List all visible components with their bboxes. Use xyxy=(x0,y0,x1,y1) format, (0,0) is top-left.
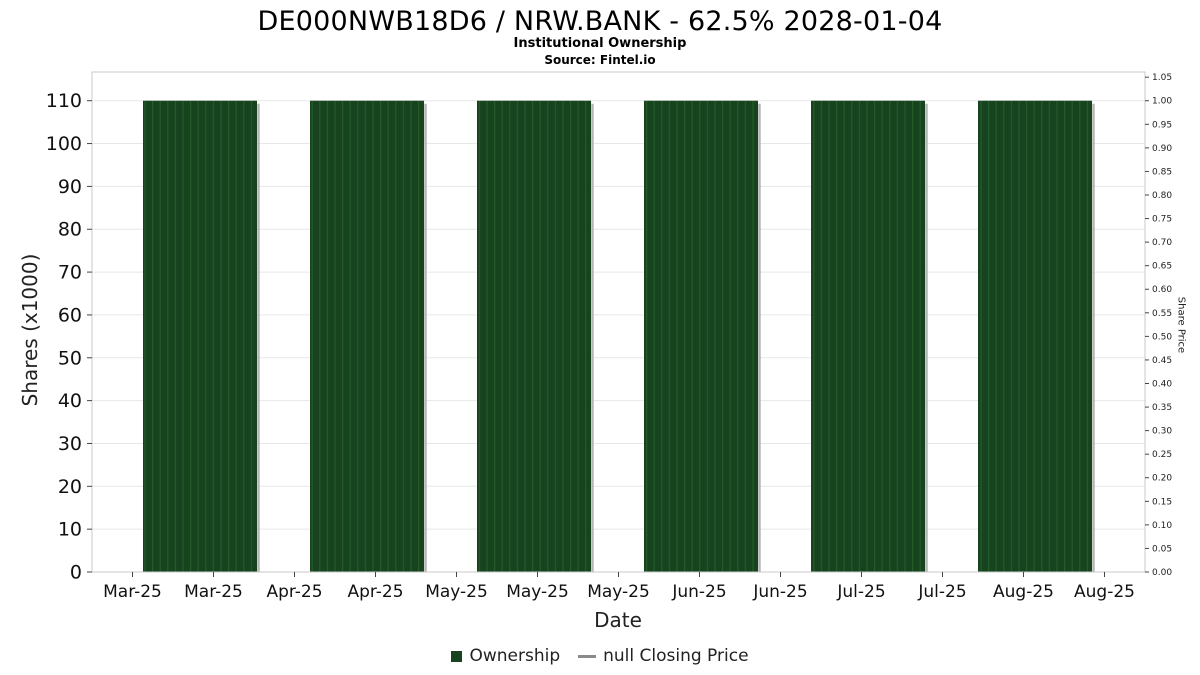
x-axis-label: Date xyxy=(594,608,642,632)
y-right-tick-label: 0.95 xyxy=(1152,120,1172,130)
closing-price-line-icon xyxy=(578,654,597,658)
legend-label-closing-price: null Closing Price xyxy=(603,646,749,666)
y-left-tick-label: 30 xyxy=(58,433,82,455)
y-right-tick-label: 1.00 xyxy=(1152,97,1172,107)
y-left-tick-label: 70 xyxy=(58,262,82,284)
y-right-tick-label: 1.05 xyxy=(1152,73,1172,83)
x-tick-label: Mar-25 xyxy=(184,582,243,602)
y-left-tick-label: 60 xyxy=(58,304,82,326)
y-right-tick-label: 0.55 xyxy=(1152,309,1172,319)
y-left-tick-label: 100 xyxy=(46,133,82,155)
y-right-tick-label: 0.60 xyxy=(1152,285,1172,295)
ownership-bar xyxy=(811,100,925,572)
y-right-tick-label: 0.35 xyxy=(1152,403,1172,413)
x-tick-label: Jun-25 xyxy=(752,582,807,602)
chart-subtitle: Institutional Ownership xyxy=(513,36,687,51)
ownership-bar xyxy=(143,100,257,572)
ownership-bar xyxy=(644,100,758,572)
y-left-tick-label: 10 xyxy=(58,519,82,541)
y-right-tick-label: 0.40 xyxy=(1152,379,1172,389)
y-right-tick-label: 0.30 xyxy=(1152,427,1172,437)
ownership-bar xyxy=(978,100,1092,572)
x-tick-label: Aug-25 xyxy=(993,582,1054,602)
y-right-tick-label: 0.25 xyxy=(1152,450,1172,460)
y-right-tick-label: 0.75 xyxy=(1152,215,1172,225)
y-right-tick-label: 0.70 xyxy=(1152,238,1172,248)
x-tick-label: May-25 xyxy=(587,582,650,602)
chart-source: Source: Fintel.io xyxy=(544,53,656,67)
x-tick-label: Jun-25 xyxy=(671,582,726,602)
y-right-tick-label: 0.05 xyxy=(1152,544,1172,554)
x-tick-label: Aug-25 xyxy=(1074,582,1135,602)
y-right-tick-label: 0.15 xyxy=(1152,497,1172,507)
x-tick-label: Apr-25 xyxy=(266,582,322,602)
y-right-tick-label: 0.65 xyxy=(1152,262,1172,272)
y-right-tick-label: 0.90 xyxy=(1152,144,1172,154)
y-left-tick-label: 50 xyxy=(58,347,82,369)
legend-label-ownership: Ownership xyxy=(469,646,561,666)
legend-item-ownership: Ownership xyxy=(451,646,560,666)
ownership-swatch-icon xyxy=(451,650,463,662)
y-left-tick-label: 90 xyxy=(58,176,82,198)
y-left-tick-label: 110 xyxy=(46,90,82,112)
x-tick-label: May-25 xyxy=(425,582,488,602)
y-left-tick-label: 80 xyxy=(58,219,82,241)
y-right-tick-label: 0.00 xyxy=(1152,568,1172,578)
legend: Ownership null Closing Price xyxy=(0,646,1200,666)
y-left-tick-label: 0 xyxy=(70,562,82,584)
x-tick-label: May-25 xyxy=(506,582,569,602)
x-tick-label: Jul-25 xyxy=(836,582,885,602)
ownership-bar xyxy=(310,100,424,572)
y-right-tick-label: 0.45 xyxy=(1152,356,1172,366)
y-axis-label-right: Share Price xyxy=(1175,296,1187,354)
y-right-tick-label: 0.10 xyxy=(1152,521,1172,531)
y-axis-label-left: Shares (x1000) xyxy=(18,253,42,407)
y-right-tick-label: 0.20 xyxy=(1152,474,1172,484)
y-right-tick-label: 0.80 xyxy=(1152,191,1172,201)
y-right-tick-label: 0.50 xyxy=(1152,332,1172,342)
x-tick-label: Jul-25 xyxy=(917,582,966,602)
y-left-tick-label: 20 xyxy=(58,476,82,498)
y-right-tick-label: 0.85 xyxy=(1152,167,1172,177)
legend-item-closing-price: null Closing Price xyxy=(578,646,749,666)
x-tick-label: Mar-25 xyxy=(103,582,162,602)
chart-title: DE000NWB18D6 / NRW.BANK - 62.5% 2028-01-… xyxy=(257,6,943,37)
ownership-bar xyxy=(477,100,591,572)
x-tick-label: Apr-25 xyxy=(347,582,403,602)
y-left-tick-label: 40 xyxy=(58,390,82,412)
